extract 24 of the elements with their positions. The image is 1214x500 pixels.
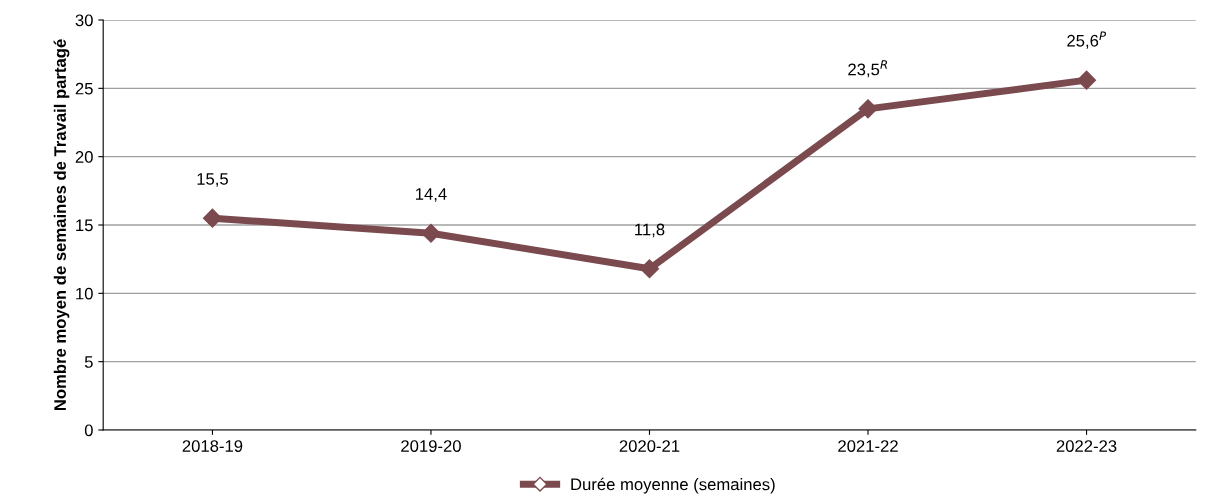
y-tick-label: 0 xyxy=(84,424,93,437)
point xyxy=(421,223,441,243)
x-tick-label: 2021-22 xyxy=(838,440,898,452)
point xyxy=(639,259,660,279)
legend-label: Durée moyenne (semaines) xyxy=(571,477,775,494)
x-tick-label: 2022-23 xyxy=(1056,440,1117,452)
x-tick-label: 2018-19 xyxy=(182,440,243,452)
data-label: 15,5 xyxy=(197,173,228,187)
data-label: 11,8 xyxy=(635,223,665,238)
y-tick-label: 20 xyxy=(75,151,93,163)
point xyxy=(858,99,878,119)
point xyxy=(202,208,222,228)
y-tick-label: 15 xyxy=(76,219,93,232)
data-label: 25,6$^{P}$ xyxy=(1067,31,1107,49)
data-label: 23,5$^{R}$ xyxy=(848,60,888,78)
y-tick-label: 10 xyxy=(76,287,93,300)
y-tick-label: 30 xyxy=(75,14,93,27)
data-label: 14,4 xyxy=(416,188,447,202)
y-tick-label: 25 xyxy=(75,82,93,95)
point xyxy=(1076,70,1097,90)
y-tick-label: 5 xyxy=(84,356,93,368)
x-tick-label: 2019-20 xyxy=(401,440,461,452)
y-axis-title: Nombre moyen de semaines de Travail partagé xyxy=(53,39,70,411)
x-tick-label: 2020-21 xyxy=(619,440,680,452)
